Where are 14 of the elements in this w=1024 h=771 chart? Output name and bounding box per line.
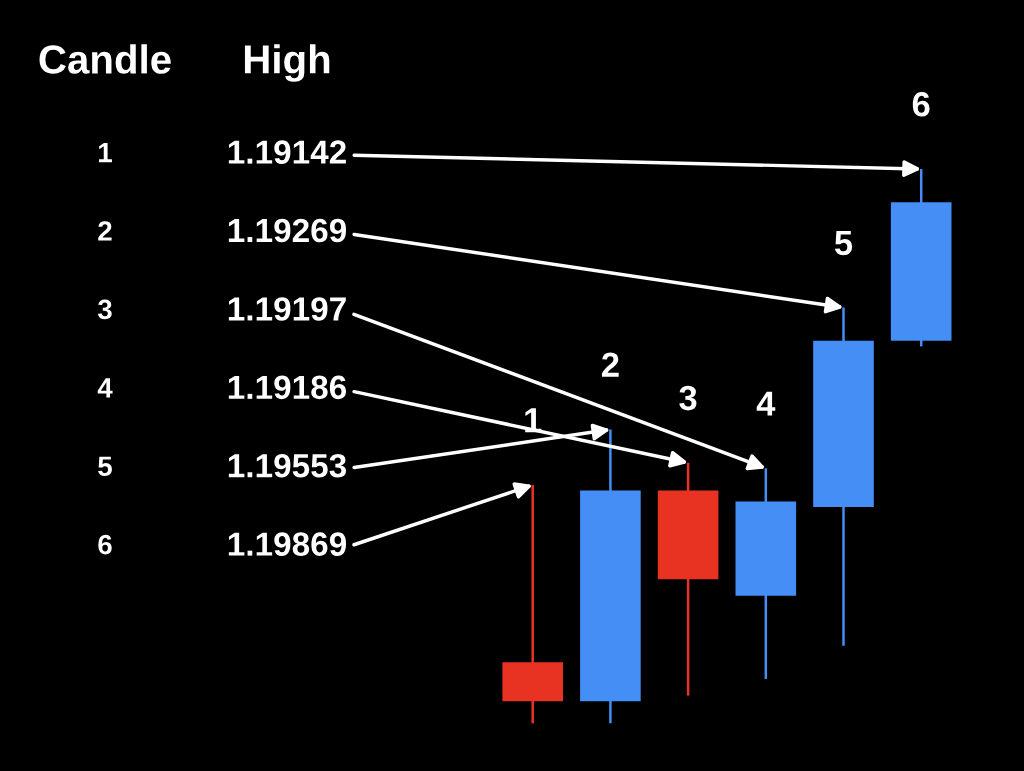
annotation: 1.19269 — [228, 218, 347, 243]
text: 6 — [98, 534, 112, 555]
annotation: 1.19142 — [228, 140, 346, 164]
text: 4 — [97, 378, 113, 398]
text: High — [244, 44, 330, 82]
annotation: 1.19186 — [228, 375, 347, 400]
annotation: 1.19197 — [228, 297, 346, 321]
text: Candle — [39, 44, 171, 74]
text: 1 — [99, 143, 112, 163]
annotation: 1.19869 — [228, 532, 347, 556]
text: 2 — [98, 221, 112, 241]
text: 5 — [98, 456, 112, 477]
annotation: 1.19553 — [228, 453, 347, 478]
text: 3 — [97, 299, 112, 320]
